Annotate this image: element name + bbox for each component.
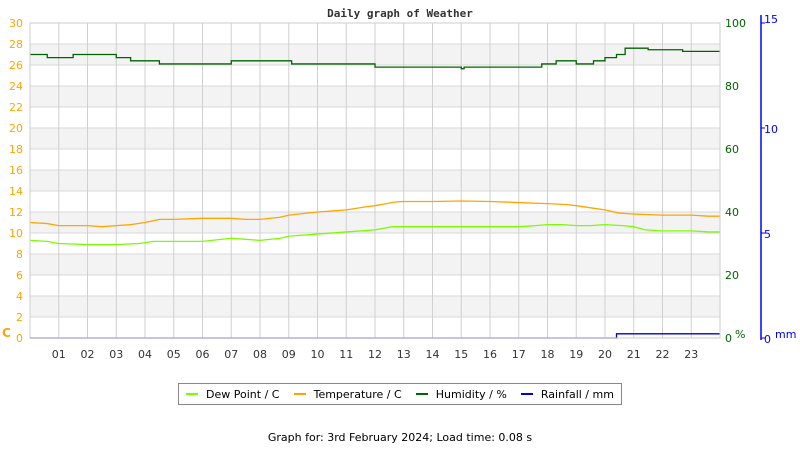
left-tick-label: 28 [9, 38, 23, 51]
x-tick-label: 20 [598, 348, 612, 361]
humidity-tick-label: 60 [725, 143, 739, 156]
humidity-tick-label: 80 [725, 80, 739, 93]
x-tick-label: 15 [454, 348, 468, 361]
rainfall-tick-label: 15 [764, 13, 778, 26]
left-tick-label: 12 [9, 206, 23, 219]
x-tick-label: 18 [541, 348, 555, 361]
humidity-tick-label: 20 [725, 269, 739, 282]
x-tick-label: 21 [627, 348, 641, 361]
legend-label: Rainfall / mm [540, 387, 614, 401]
legend-swatch [520, 393, 533, 395]
x-tick-label: 09 [282, 348, 296, 361]
legend-item: Rainfall / mm [520, 387, 614, 401]
chart-title: Daily graph of Weather [327, 7, 473, 20]
rainfall-tick-label: 10 [764, 123, 778, 136]
humidity-axis-label: % [735, 328, 745, 341]
footer-text: Graph for: 3rd February 2024; Load time:… [267, 431, 533, 444]
humidity-tick-label: 100 [725, 17, 746, 30]
left-axis-label: C [2, 326, 11, 340]
left-tick-label: 4 [16, 290, 23, 303]
x-tick-label: 02 [81, 348, 95, 361]
left-tick-label: 14 [9, 185, 23, 198]
legend-swatch [186, 393, 199, 395]
x-tick-label: 16 [483, 348, 497, 361]
x-tick-label: 07 [224, 348, 238, 361]
legend: Dew Point / C Temperature / C Humidity / %… [178, 383, 622, 405]
x-tick-label: 06 [196, 348, 210, 361]
left-tick-label: 0 [16, 332, 23, 345]
legend-label: Humidity / % [435, 387, 507, 401]
rainfall-axis-label: mm [775, 328, 796, 341]
humidity-tick-label: 40 [725, 206, 739, 219]
left-tick-label: 10 [9, 227, 23, 240]
legend-swatch [415, 393, 428, 395]
x-tick-label: 05 [167, 348, 181, 361]
legend-label: Temperature / C [313, 387, 402, 401]
x-tick-label: 03 [109, 348, 123, 361]
legend-item: Humidity / % [415, 387, 507, 401]
x-tick-label: 01 [52, 348, 66, 361]
legend-label: Dew Point / C [206, 387, 280, 401]
left-tick-label: 22 [9, 101, 23, 114]
legend-item: Dew Point / C [186, 388, 279, 401]
x-tick-label: 17 [512, 348, 526, 361]
series-line-temperature [29, 200, 720, 228]
x-tick-label: 22 [656, 348, 670, 361]
left-tick-label: 30 [9, 17, 23, 30]
left-tick-label: 16 [9, 164, 23, 177]
left-tick-label: 2 [16, 311, 23, 324]
x-tick-label: 11 [339, 348, 353, 361]
legend-swatch [293, 393, 306, 395]
legend-item: Temperature / C [293, 387, 402, 401]
series-line-humidity [30, 47, 720, 70]
humidity-tick-label: 0 [725, 332, 732, 345]
left-tick-label: 6 [16, 269, 23, 282]
rainfall-tick-label: 5 [764, 228, 771, 241]
rainfall-tick-label: 0 [764, 333, 771, 346]
x-tick-label: 19 [569, 348, 583, 361]
left-tick-label: 24 [9, 80, 23, 93]
left-tick-label: 26 [9, 59, 23, 72]
x-tick-label: 23 [684, 348, 698, 361]
left-tick-label: 20 [9, 122, 23, 135]
x-tick-label: 12 [368, 348, 382, 361]
left-tick-label: 8 [16, 248, 23, 261]
left-tick-label: 18 [9, 143, 23, 156]
x-tick-label: 04 [138, 348, 152, 361]
x-tick-label: 10 [311, 348, 325, 361]
x-tick-label: 14 [426, 348, 440, 361]
series-line-dew [29, 223, 720, 246]
plot-border [29, 22, 721, 339]
x-tick-label: 08 [253, 348, 267, 361]
x-tick-label: 13 [397, 348, 411, 361]
